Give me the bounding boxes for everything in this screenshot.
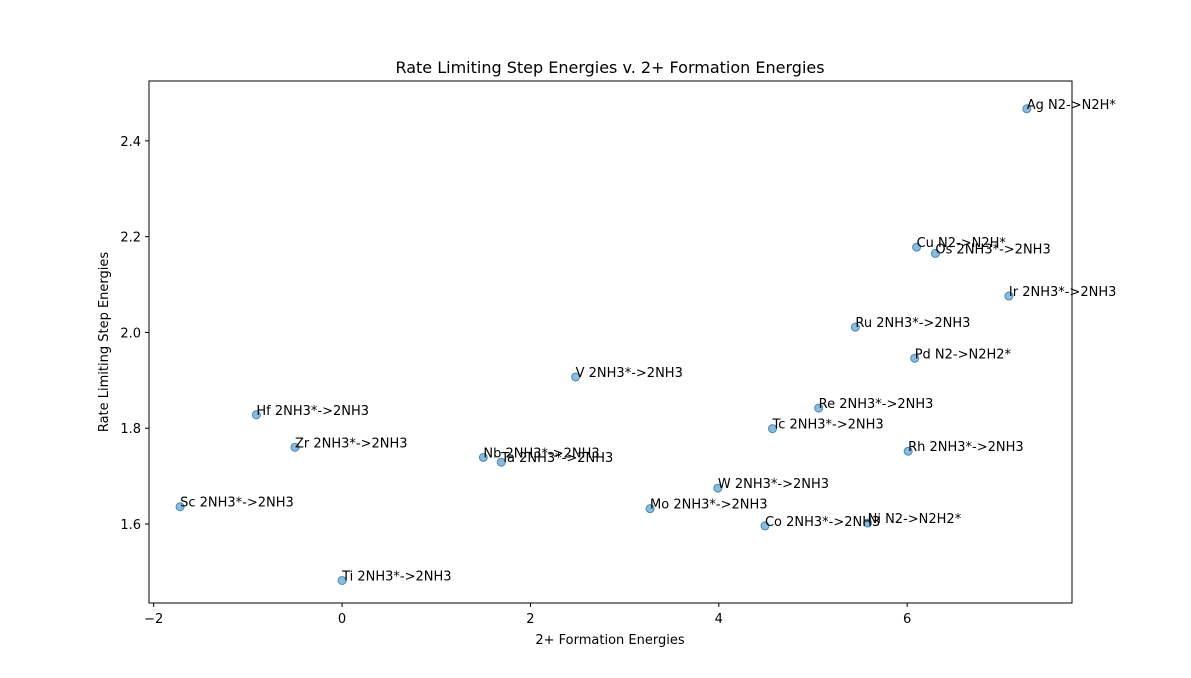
data-point-label: Hf 2NH3*->2NH3: [256, 404, 369, 419]
x-tick-label: 2: [526, 612, 534, 627]
data-point-label: Re 2NH3*->2NH3: [819, 397, 934, 412]
data-point: [1022, 104, 1032, 114]
data-point-label: Co 2NH3*->2NH3: [765, 515, 880, 530]
data-point: [571, 372, 581, 382]
data-point-label: W 2NH3*->2NH3: [718, 477, 829, 492]
data-point-label: Ta 2NH3*->2NH3: [500, 451, 613, 466]
data-point: [930, 248, 940, 258]
data-point-label: Pd N2->N2H2*: [915, 347, 1012, 362]
x-tick-label: −2: [144, 612, 163, 627]
plot-frame: [148, 80, 1073, 604]
data-point-label: Zr 2NH3*->2NH3: [295, 436, 408, 451]
data-point-label: Rh 2NH3*->2NH3: [908, 440, 1024, 455]
data-point-label: Tc 2NH3*->2NH3: [771, 418, 883, 433]
x-axis-label: 2+ Formation Energies: [535, 633, 684, 648]
y-tick-label: 2.0: [120, 326, 141, 341]
y-axis: 1.6 1.8 2.0 2.2 2.4: [120, 135, 149, 533]
data-point: [767, 424, 777, 434]
data-point-label: Ir 2NH3*->2NH3: [1009, 285, 1116, 300]
data-point-label: Ag N2->N2H*: [1027, 98, 1117, 113]
data-point-label: Cu N2->N2H*: [917, 236, 1007, 251]
data-point: [863, 518, 873, 528]
data-point: [645, 504, 655, 514]
data-point: [903, 446, 913, 456]
data-point-label: Ru 2NH3*->2NH3: [855, 316, 970, 331]
data-point-label: Ni N2->N2H2*: [868, 512, 962, 527]
y-tick-label: 1.8: [120, 422, 141, 437]
data-point: [912, 242, 922, 252]
y-tick-label: 1.6: [120, 518, 141, 533]
data-point-label: Os 2NH3*->2NH3: [935, 242, 1050, 257]
data-point: [814, 403, 824, 413]
data-point: [290, 442, 300, 452]
x-tick-label: 6: [903, 612, 911, 627]
x-tick-label: 4: [715, 612, 723, 627]
data-point-label: Sc 2NH3*->2NH3: [180, 496, 294, 511]
data-point: [478, 452, 488, 462]
data-point: [496, 457, 506, 467]
data-point-label: V 2NH3*->2NH3: [576, 366, 683, 381]
data-point: [760, 521, 770, 531]
data-point-label: Nb 2NH3*->2NH3: [483, 446, 599, 461]
data-point: [251, 410, 261, 420]
data-point-label: Ti 2NH3*->2NH3: [341, 569, 451, 584]
data-point: [175, 502, 185, 512]
x-tick-label: 0: [338, 612, 346, 627]
y-tick-label: 2.2: [120, 231, 141, 246]
data-point: [850, 322, 860, 332]
y-axis-label: Rate Limiting Step Energies: [97, 252, 112, 433]
data-point-labels: Ag N2->N2H* Cu N2->N2H*Os 2NH3*->2NH3 Ir 2…: [180, 98, 1116, 585]
data-point: [1004, 291, 1014, 301]
data-points: [175, 104, 1032, 585]
data-point: [337, 575, 347, 585]
data-point-label: Mo 2NH3*->2NH3: [650, 498, 767, 513]
y-tick-label: 2.4: [120, 135, 141, 150]
data-point: [713, 483, 723, 493]
x-axis: −2 0 2 4 6: [144, 603, 911, 627]
data-point: [910, 353, 920, 363]
chart-title: Rate Limiting Step Energies v. 2+ Format…: [395, 58, 824, 77]
